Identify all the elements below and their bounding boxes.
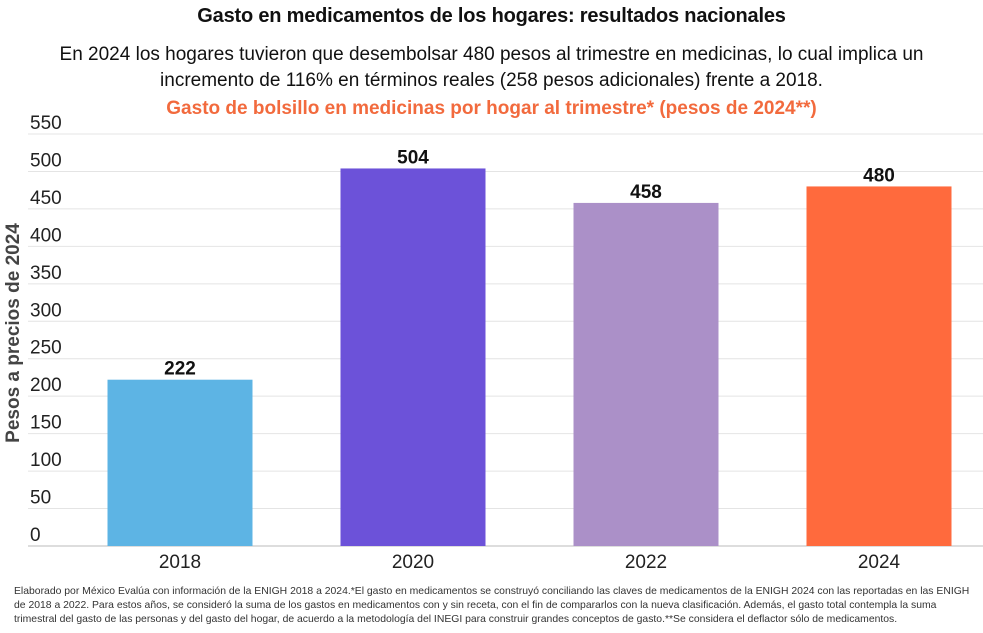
y-axis-ticks: 0 50 100 150 200 250 300 350 400 450 500 550 bbox=[30, 113, 62, 546]
bar-2018 bbox=[107, 379, 253, 546]
x-tick-label-2020: 2020 bbox=[392, 552, 434, 573]
data-label-2018: 222 bbox=[164, 359, 196, 380]
y-tick-label: 500 bbox=[30, 150, 62, 171]
data-label-2024: 480 bbox=[863, 165, 895, 186]
bar-2022 bbox=[573, 202, 719, 546]
x-tick-label-2018: 2018 bbox=[159, 552, 201, 573]
y-tick-label: 50 bbox=[30, 488, 51, 509]
x-tick-label-2022: 2022 bbox=[625, 552, 667, 573]
x-tick-label-2024: 2024 bbox=[858, 552, 901, 573]
y-tick-label: 100 bbox=[30, 450, 62, 471]
x-axis-ticks: 2018 2020 2022 2024 bbox=[159, 552, 901, 573]
y-axis-label: Pesos a precios de 2024 bbox=[3, 223, 24, 443]
y-tick-label: 350 bbox=[30, 263, 62, 284]
bars: 222 504 458 480 bbox=[107, 147, 952, 546]
y-tick-label: 0 bbox=[30, 525, 41, 546]
y-tick-label: 450 bbox=[30, 188, 62, 209]
bar-2020 bbox=[340, 168, 486, 546]
y-tick-label: 400 bbox=[30, 225, 62, 246]
y-tick-label: 250 bbox=[30, 338, 62, 359]
bar-2024 bbox=[806, 186, 952, 546]
y-tick-label: 150 bbox=[30, 413, 62, 434]
bar-chart: 0 50 100 150 200 250 300 350 400 450 500 550 222 504… bbox=[3, 113, 983, 573]
data-label-2020: 504 bbox=[397, 147, 429, 168]
footnote: Elaborado por México Evalúa con informac… bbox=[14, 586, 970, 625]
y-tick-label: 300 bbox=[30, 300, 62, 321]
chart-subtitle: En 2024 los hogares tuvieron que desembo… bbox=[59, 44, 924, 91]
data-label-2022: 458 bbox=[630, 182, 662, 203]
chart-title: Gasto en medicamentos de los hogares: re… bbox=[197, 5, 786, 27]
y-tick-label: 200 bbox=[30, 375, 62, 396]
plot-title: Gasto de bolsillo en medicinas por hogar… bbox=[166, 98, 817, 119]
y-tick-label: 550 bbox=[30, 113, 62, 134]
